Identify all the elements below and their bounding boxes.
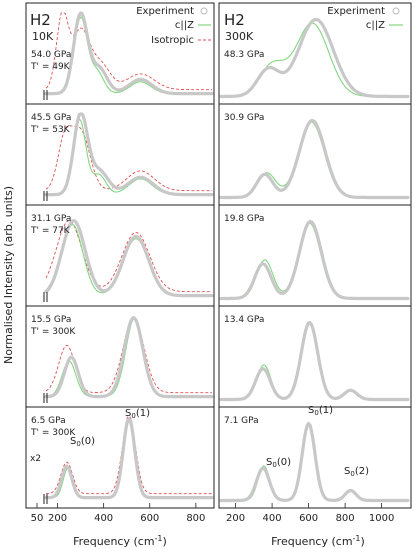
left-chart-frame [25,2,215,509]
right-xtick-label-400: 400 [263,513,282,524]
left-xtick-label-800: 800 [186,513,205,524]
right-annot-s01: S0(1) [308,405,333,417]
left-legend-iso: Isotropic [151,35,194,46]
left-panel-4-experiment-line [44,316,214,399]
right-xtick-label-1000: 1000 [369,513,394,524]
right-legend: Experiment c||Z [327,6,403,31]
right-panel-4-pressure: 13.4 GPa [224,315,264,325]
right-legend-experiment-marker [392,7,400,15]
right-panel-5-cz-line [221,424,408,502]
left-panel-3-pressure: 31.1 GPa [31,214,71,224]
left-panel-2-isotropic-line [45,125,212,192]
left-annot-x2: x2 [30,454,41,464]
left-annot-s00: S0(0) [70,436,95,448]
right-panel-2-pressure: 30.9 GPa [224,113,264,123]
left-panel-3-isotropic-line [45,220,212,293]
right-panel-5-experiment-line [219,421,410,503]
right-subtitle: 300K [225,30,254,43]
left-xtick-label-50: 50 [31,513,44,524]
left-x-label: Frequency (cm-1) [73,534,167,548]
left-panel-2-temperature: T' = 53K [30,125,71,135]
right-title: H2 [224,11,245,29]
right-annot-s02: S0(2) [344,466,369,478]
right-panel-1-experiment-line [219,17,410,99]
left-panel-1-temperature: T' = 49K [30,62,71,72]
left-legend-experiment-marker [200,7,208,15]
left-panel-5-experiment-line [44,417,214,500]
left-panel-4-pressure: 15.5 GPa [31,315,71,325]
right-panel-5-pressure: 7.1 GPa [224,416,259,426]
right-panel-1-pressure: 48.3 GPa [224,50,264,60]
right-xtick-label-800: 800 [336,513,355,524]
left-subtitle: 10K [32,30,54,43]
left-chart: 54.0 GPa T' = 49K 45.5 GPa T' = 53K 31.1 GPa… [25,2,215,548]
right-panel-4-experiment-line [219,321,410,402]
left-panel-5-isotropic-line [46,416,212,495]
left-panel-5-temperature: T' = 300K [30,428,76,438]
right-panel-2-cz-line [221,121,408,199]
left-annot-s01: S0(1) [125,408,150,420]
left-xtick-label-400: 400 [94,513,113,524]
right-legend-cz: c||Z [366,20,385,31]
right-panel-3-experiment-line [219,219,410,301]
left-xtick-label-200: 200 [48,513,67,524]
right-traces [219,17,410,503]
left-legend-experiment: Experiment [136,6,194,17]
left-panel-2-pressure: 45.5 GPa [31,113,71,123]
left-legend-cz: c||Z [175,20,194,31]
left-panel-3-cz-line [45,223,212,297]
left-legend: Experiment c||Z Isotropic [136,6,211,46]
left-panel-3-experiment-line [44,219,214,298]
y-axis-label: Normalised Intensity (arb. units) [2,186,15,364]
right-panel-2-experiment-line [219,119,410,200]
left-panel-3-temperature: T' = 77K [30,226,71,236]
right-chart-frame [218,2,412,509]
left-traces [43,11,214,504]
left-panel-1-pressure: 54.0 GPa [31,50,71,60]
left-panel-4-temperature: T' = 300K [30,327,76,337]
left-panel-2-experiment-line [44,112,214,197]
right-xtick-label-600: 600 [299,513,318,524]
right-xtick-label-200: 200 [226,513,245,524]
right-annot-s00: S0(0) [266,457,291,469]
left-title: H2 [30,11,51,29]
right-x-label: Frequency (cm-1) [271,534,365,548]
left-xtick-label-600: 600 [140,513,159,524]
left-panel-1-experiment-line [44,11,214,96]
left-panel-5-pressure: 6.5 GPa [31,416,66,426]
right-panel-3-pressure: 19.8 GPa [224,214,264,224]
right-legend-experiment: Experiment [327,6,385,17]
